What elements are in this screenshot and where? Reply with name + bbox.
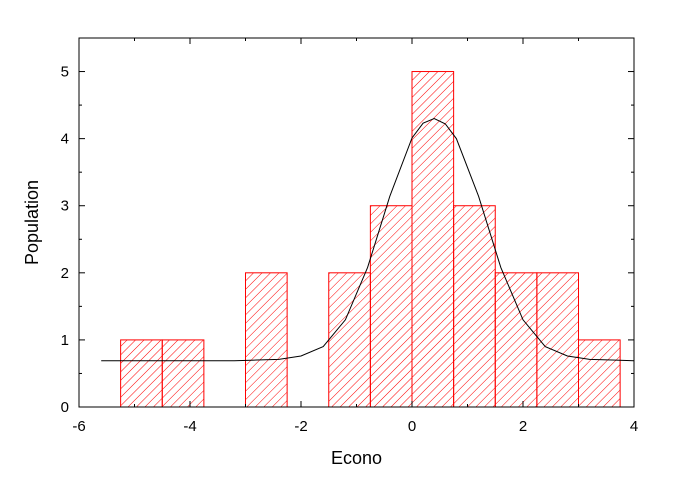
histogram-bar	[369, 205, 413, 408]
y-tick-label: 5	[61, 64, 69, 81]
y-tick-label: 4	[61, 131, 69, 148]
histogram-bar	[453, 205, 496, 408]
x-tick-label: 2	[519, 418, 527, 435]
histogram-bar	[161, 339, 205, 408]
y-axis-title: Population	[22, 180, 42, 265]
histogram-bar	[494, 272, 538, 408]
fit-curve-group	[101, 117, 635, 362]
y-tick-label: 2	[61, 265, 69, 282]
histogram-bar	[536, 272, 579, 408]
histogram-bar	[120, 339, 163, 408]
x-tick-label: -6	[72, 418, 85, 435]
x-axis-title: Econo	[331, 448, 382, 468]
histogram-bar	[578, 339, 621, 408]
ticks	[78, 37, 635, 408]
fit-curve	[101, 117, 635, 362]
histogram-bar	[328, 272, 371, 408]
histogram-bar	[411, 71, 455, 408]
y-tick-label: 3	[61, 198, 69, 215]
histogram-bar	[245, 272, 288, 408]
tick-labels: -6 -4 -2 0 2 4 0 1 2 3 4 5	[61, 64, 639, 435]
x-tick-label: 4	[630, 418, 638, 435]
x-tick-label: 0	[408, 418, 416, 435]
x-tick-label: -4	[183, 418, 196, 435]
bars	[120, 71, 621, 408]
y-tick-label: 0	[61, 399, 69, 416]
y-tick-label: 1	[61, 332, 69, 349]
x-tick-label: -2	[294, 418, 307, 435]
